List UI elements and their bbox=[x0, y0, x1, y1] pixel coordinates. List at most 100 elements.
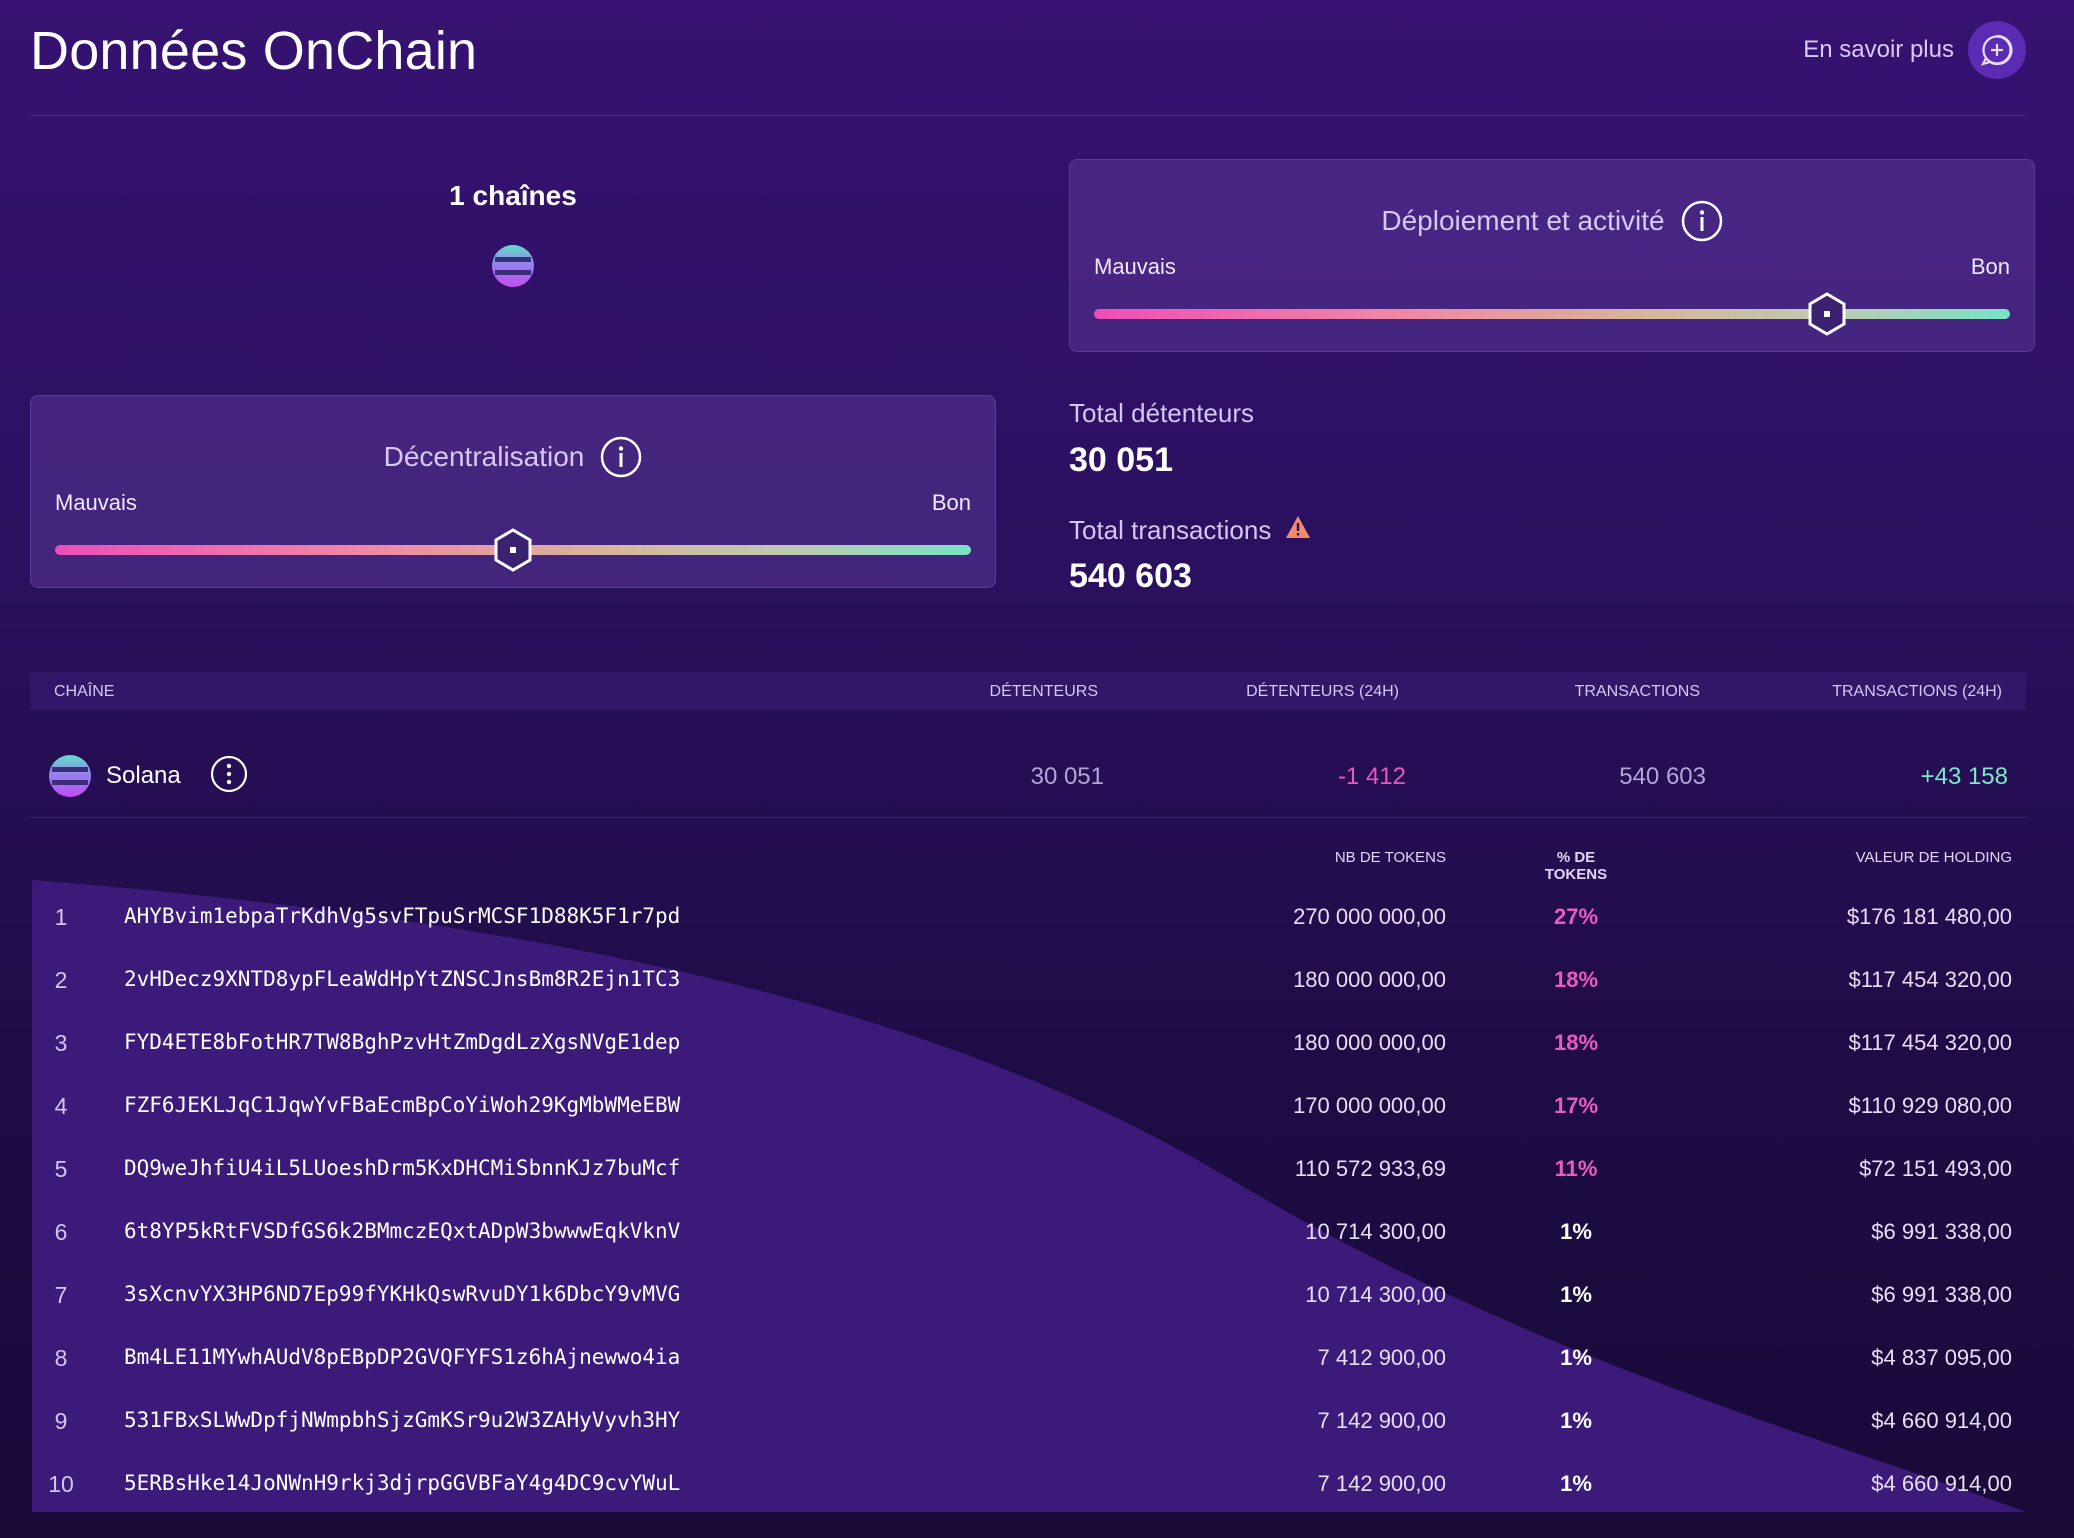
more-options-icon[interactable] bbox=[210, 755, 248, 798]
holder-token-percent: 1% bbox=[1560, 1345, 1592, 1370]
table-row[interactable]: 5 DQ9weJhfiU4iL5LUoeshDrm5KxDHCMiSbnnKJz7… bbox=[30, 1136, 2026, 1199]
header-divider bbox=[30, 115, 2026, 116]
column-header-holders[interactable]: DÉTENTEURS bbox=[989, 683, 1098, 700]
total-holders-label: Total détenteurs bbox=[1069, 398, 1254, 429]
table-row[interactable]: 10 5ERBsHke14JoNWnH9rkj3djrpGGVBFaY4g4DC9… bbox=[30, 1451, 2026, 1514]
holder-token-percent: 18% bbox=[1553, 1030, 1599, 1055]
holder-token-percent: 17% bbox=[1553, 1093, 1599, 1118]
table-row[interactable]: 2 2vHDecz9XNTD8ypFLeaWdHpYtZNSCJnsBm8R2Ej… bbox=[30, 947, 2026, 1010]
holder-token-percent: 1% bbox=[1560, 1219, 1592, 1244]
holder-address[interactable]: AHYBvim1ebpaTrKdhVg5svFTpuSrMCSF1D88K5F1… bbox=[124, 904, 681, 928]
table-row[interactable]: 9 531FBxSLWwDpfjNWmpbhSjzGmKSr9u2W3ZAHyVy… bbox=[30, 1388, 2026, 1451]
total-transactions-value: 540 603 bbox=[1069, 557, 1192, 595]
holders-table-header: NB DE TOKENS % DE TOKENS VALEUR DE HOLDI… bbox=[30, 849, 2026, 883]
holder-token-count: 7 142 900,00 bbox=[1317, 1471, 1446, 1496]
holder-token-count: 270 000 000,00 bbox=[1293, 904, 1446, 929]
chain-transactions: 540 603 bbox=[1619, 763, 1706, 790]
chain-table-header: CHAÎNE DÉTENTEURS DÉTENTEURS (24H) TRANS… bbox=[30, 672, 2026, 710]
chain-transactions-24h: +43 158 bbox=[1920, 763, 2008, 790]
holder-rank: 2 bbox=[54, 967, 68, 993]
table-row[interactable]: 6 6t8YP5kRtFVSDfGS6k2BMmczEQxtADpW3bwwwEq… bbox=[30, 1199, 2026, 1262]
meter-thumb-hexagon-icon bbox=[1807, 291, 1847, 337]
meter-thumb-hexagon-icon bbox=[493, 527, 533, 573]
holder-address[interactable]: Bm4LE11MYwhAUdV8pEBpDP2GVQFYFS1z6hAjneww… bbox=[124, 1345, 681, 1369]
holders-distribution-background bbox=[32, 880, 2026, 1512]
chain-holders-24h: -1 412 bbox=[1337, 763, 1406, 790]
holder-token-percent: 18% bbox=[1553, 967, 1599, 992]
holder-address[interactable]: FYD4ETE8bFotHR7TW8BghPzvHtZmDgdLzXgsNVgE… bbox=[124, 1030, 681, 1054]
solana-logo-icon bbox=[48, 754, 92, 803]
holder-token-percent: 11% bbox=[1554, 1156, 1598, 1181]
holder-rank: 4 bbox=[54, 1093, 68, 1119]
decentralization-meter-track bbox=[55, 528, 971, 572]
holder-token-percent: 1% bbox=[1560, 1282, 1592, 1307]
holder-value: $4 837 095,00 bbox=[1871, 1345, 2012, 1370]
meter-low-label: Mauvais bbox=[1094, 254, 1176, 279]
holder-value: $4 660 914,00 bbox=[1871, 1408, 2012, 1433]
holder-value: $6 991 338,00 bbox=[1871, 1282, 2012, 1307]
holder-rank: 1 bbox=[54, 904, 68, 930]
holder-rank: 8 bbox=[54, 1345, 68, 1371]
holder-token-count: 180 000 000,00 bbox=[1293, 1030, 1446, 1055]
holder-address[interactable]: 3sXcnvYX3HP6ND7Ep99fYKHkQswRvuDY1k6DbcY9… bbox=[124, 1282, 681, 1306]
deployment-meter-card: Déploiement et activité Mauvais Bon bbox=[1069, 159, 2035, 352]
holder-value: $110 929 080,00 bbox=[1848, 1093, 2012, 1118]
chains-count: 1 chaînes bbox=[449, 180, 577, 211]
table-row[interactable]: 8 Bm4LE11MYwhAUdV8pEBpDP2GVQFYFS1z6hAjnew… bbox=[30, 1325, 2026, 1388]
warning-icon[interactable] bbox=[1285, 515, 1311, 546]
holder-address[interactable]: 2vHDecz9XNTD8ypFLeaWdHpYtZNSCJnsBm8R2Ejn… bbox=[124, 967, 681, 991]
deployment-meter-track bbox=[1094, 292, 2010, 336]
total-transactions-label: Total transactions bbox=[1069, 515, 1311, 546]
table-row[interactable]: 4 FZF6JEKLJqC1JqwYvFBaEcmBpCoYiWoh29KgMbW… bbox=[30, 1073, 2026, 1136]
holder-value: $117 454 320,00 bbox=[1848, 967, 2012, 992]
holder-rank: 5 bbox=[54, 1156, 68, 1182]
holder-value: $4 660 914,00 bbox=[1871, 1471, 2012, 1496]
holder-rank: 10 bbox=[48, 1471, 74, 1497]
table-row[interactable]: 1 AHYBvim1ebpaTrKdhVg5svFTpuSrMCSF1D88K5F… bbox=[30, 884, 2026, 947]
holder-token-count: 170 000 000,00 bbox=[1293, 1093, 1446, 1118]
meter-high-label: Bon bbox=[1970, 254, 2010, 279]
holder-value: $117 454 320,00 bbox=[1848, 1030, 2012, 1055]
holder-token-percent: 27% bbox=[1553, 904, 1599, 929]
table-row[interactable]: Solana 30 051 -1 412 540 603 +43 158 bbox=[30, 730, 2026, 818]
holder-address[interactable]: DQ9weJhfiU4iL5LUoeshDrm5KxDHCMiSbnnKJz7b… bbox=[124, 1156, 681, 1180]
holder-value: $176 181 480,00 bbox=[1846, 904, 2012, 929]
total-holders-label-text: Total détenteurs bbox=[1069, 398, 1255, 428]
holder-rank: 6 bbox=[54, 1219, 68, 1245]
holder-token-count: 7 412 900,00 bbox=[1317, 1345, 1446, 1370]
holder-token-count: 110 572 933,69 bbox=[1294, 1156, 1446, 1181]
column-header-tokens: NB DE TOKENS bbox=[1334, 849, 1446, 866]
holder-token-percent: 1% bbox=[1560, 1471, 1592, 1496]
chat-plus-icon[interactable] bbox=[1968, 21, 2026, 79]
chain-name: Solana bbox=[106, 762, 181, 789]
column-header-transactions-24h[interactable]: TRANSACTIONS (24H) bbox=[1832, 683, 2002, 700]
holder-token-count: 7 142 900,00 bbox=[1317, 1408, 1446, 1433]
holder-token-count: 180 000 000,00 bbox=[1293, 967, 1446, 992]
table-row[interactable]: 3 FYD4ETE8bFotHR7TW8BghPzvHtZmDgdLzXgsNVg… bbox=[30, 1010, 2026, 1073]
holder-rank: 3 bbox=[54, 1030, 68, 1056]
holder-rank: 7 bbox=[54, 1282, 68, 1308]
column-header-chain[interactable]: CHAÎNE bbox=[54, 683, 115, 700]
learn-more-link[interactable]: En savoir plus bbox=[1803, 20, 2026, 80]
holder-address[interactable]: 6t8YP5kRtFVSDfGS6k2BMmczEQxtADpW3bwwwEqk… bbox=[124, 1219, 681, 1243]
table-row[interactable]: 7 3sXcnvYX3HP6ND7Ep99fYKHkQswRvuDY1k6DbcY… bbox=[30, 1262, 2026, 1325]
column-header-transactions[interactable]: TRANSACTIONS bbox=[1574, 683, 1700, 700]
holder-token-count: 10 714 300,00 bbox=[1305, 1219, 1446, 1244]
chain-holders: 30 051 bbox=[1030, 763, 1104, 790]
holder-rank: 9 bbox=[54, 1408, 68, 1434]
meter-high-label: Bon bbox=[931, 490, 971, 515]
learn-more-label: En savoir plus bbox=[1803, 36, 1954, 63]
info-icon[interactable] bbox=[600, 436, 642, 478]
chains-summary: 1 chaînes bbox=[30, 180, 996, 288]
solana-logo-icon[interactable] bbox=[491, 244, 535, 288]
total-holders-value: 30 051 bbox=[1069, 441, 1173, 479]
column-header-holders-24h[interactable]: DÉTENTEURS (24H) bbox=[1246, 683, 1399, 700]
holder-address[interactable]: FZF6JEKLJqC1JqwYvFBaEcmBpCoYiWoh29KgMbWM… bbox=[124, 1093, 681, 1117]
total-transactions-label-text: Total transactions bbox=[1069, 515, 1272, 545]
holder-address[interactable]: 531FBxSLWwDpfjNWmpbhSjzGmKSr9u2W3ZAHyVyv… bbox=[124, 1408, 681, 1432]
holder-token-count: 10 714 300,00 bbox=[1305, 1282, 1446, 1307]
info-icon[interactable] bbox=[1681, 200, 1723, 242]
holder-token-percent: 1% bbox=[1560, 1408, 1592, 1433]
holder-address[interactable]: 5ERBsHke14JoNWnH9rkj3djrpGGVBFaY4g4DC9cv… bbox=[124, 1471, 681, 1495]
deployment-meter-title: Déploiement et activité bbox=[1381, 205, 1665, 236]
